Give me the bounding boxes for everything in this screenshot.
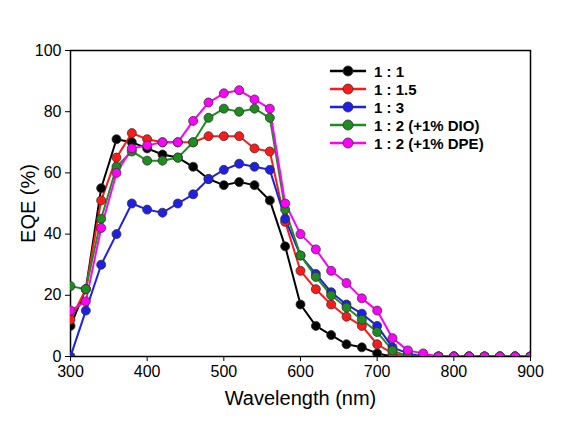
- svg-text:80: 80: [44, 103, 62, 120]
- html-text:1 : 3: 1 : 3: [374, 98, 404, 116]
- svg-text:900: 900: [517, 363, 544, 380]
- html-text:1 : 1.5: 1 : 1.5: [374, 80, 417, 98]
- svg-text:EQE (%): EQE (%): [17, 164, 39, 243]
- svg-text:60: 60: [44, 164, 62, 181]
- html-text:1 : 2 (+1% DPE): 1 : 2 (+1% DPE): [374, 134, 484, 152]
- svg-text:500: 500: [210, 363, 237, 380]
- svg-text:600: 600: [287, 363, 314, 380]
- svg-text:100: 100: [35, 42, 62, 59]
- svg-text:40: 40: [44, 225, 62, 242]
- svg-text:300: 300: [57, 363, 84, 380]
- svg-text:800: 800: [440, 363, 467, 380]
- svg-text:20: 20: [44, 286, 62, 303]
- svg-text:0: 0: [53, 348, 62, 365]
- html-text:1 : 1: 1 : 1: [374, 62, 404, 80]
- svg-text:Wavelength (nm): Wavelength (nm): [225, 387, 377, 409]
- svg-text:700: 700: [364, 363, 391, 380]
- html-text:1 : 2 (+1% DIO): 1 : 2 (+1% DIO): [374, 116, 480, 134]
- svg-text:400: 400: [134, 363, 161, 380]
